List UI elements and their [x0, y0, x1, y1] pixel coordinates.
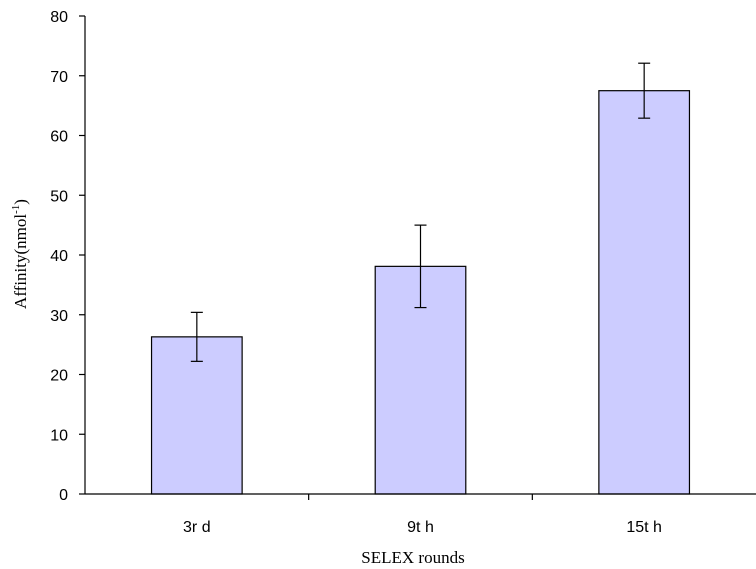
labels-layer: 3r d 9t h 15t h 0 10 20 30 40 50 60 70 80 [50, 9, 662, 536]
x-tick-label-2: 9t h [407, 519, 434, 536]
y-axis-title-superscript: -1 [10, 205, 22, 214]
bar-3 [598, 90, 691, 495]
y-tick-label-4: 30 [50, 308, 68, 325]
y-tick-label-2: 10 [50, 427, 68, 444]
x-tick-label-3: 15t h [626, 519, 662, 536]
y-axis-title: Affinity(nmol-1) [10, 199, 30, 309]
bars-layer [150, 62, 691, 495]
x-axis-title: SELEX rounds [361, 548, 464, 567]
bar-1 [150, 336, 243, 495]
x-tick-label-1: 3r d [183, 519, 211, 536]
y-tick-label-3: 20 [50, 368, 68, 385]
y-tick-label-5: 40 [50, 248, 68, 265]
y-tick-label-8: 70 [50, 69, 68, 86]
axes-layer [79, 15, 756, 500]
y-tick-label-1: 0 [59, 487, 68, 504]
y-tick-label-7: 60 [50, 129, 68, 146]
y-tick-label-6: 50 [50, 188, 68, 205]
y-axis-title-main: Affinity(nmol [11, 214, 30, 309]
y-axis-title-suffix: ) [11, 199, 30, 205]
y-tick-label-9: 80 [50, 9, 68, 26]
